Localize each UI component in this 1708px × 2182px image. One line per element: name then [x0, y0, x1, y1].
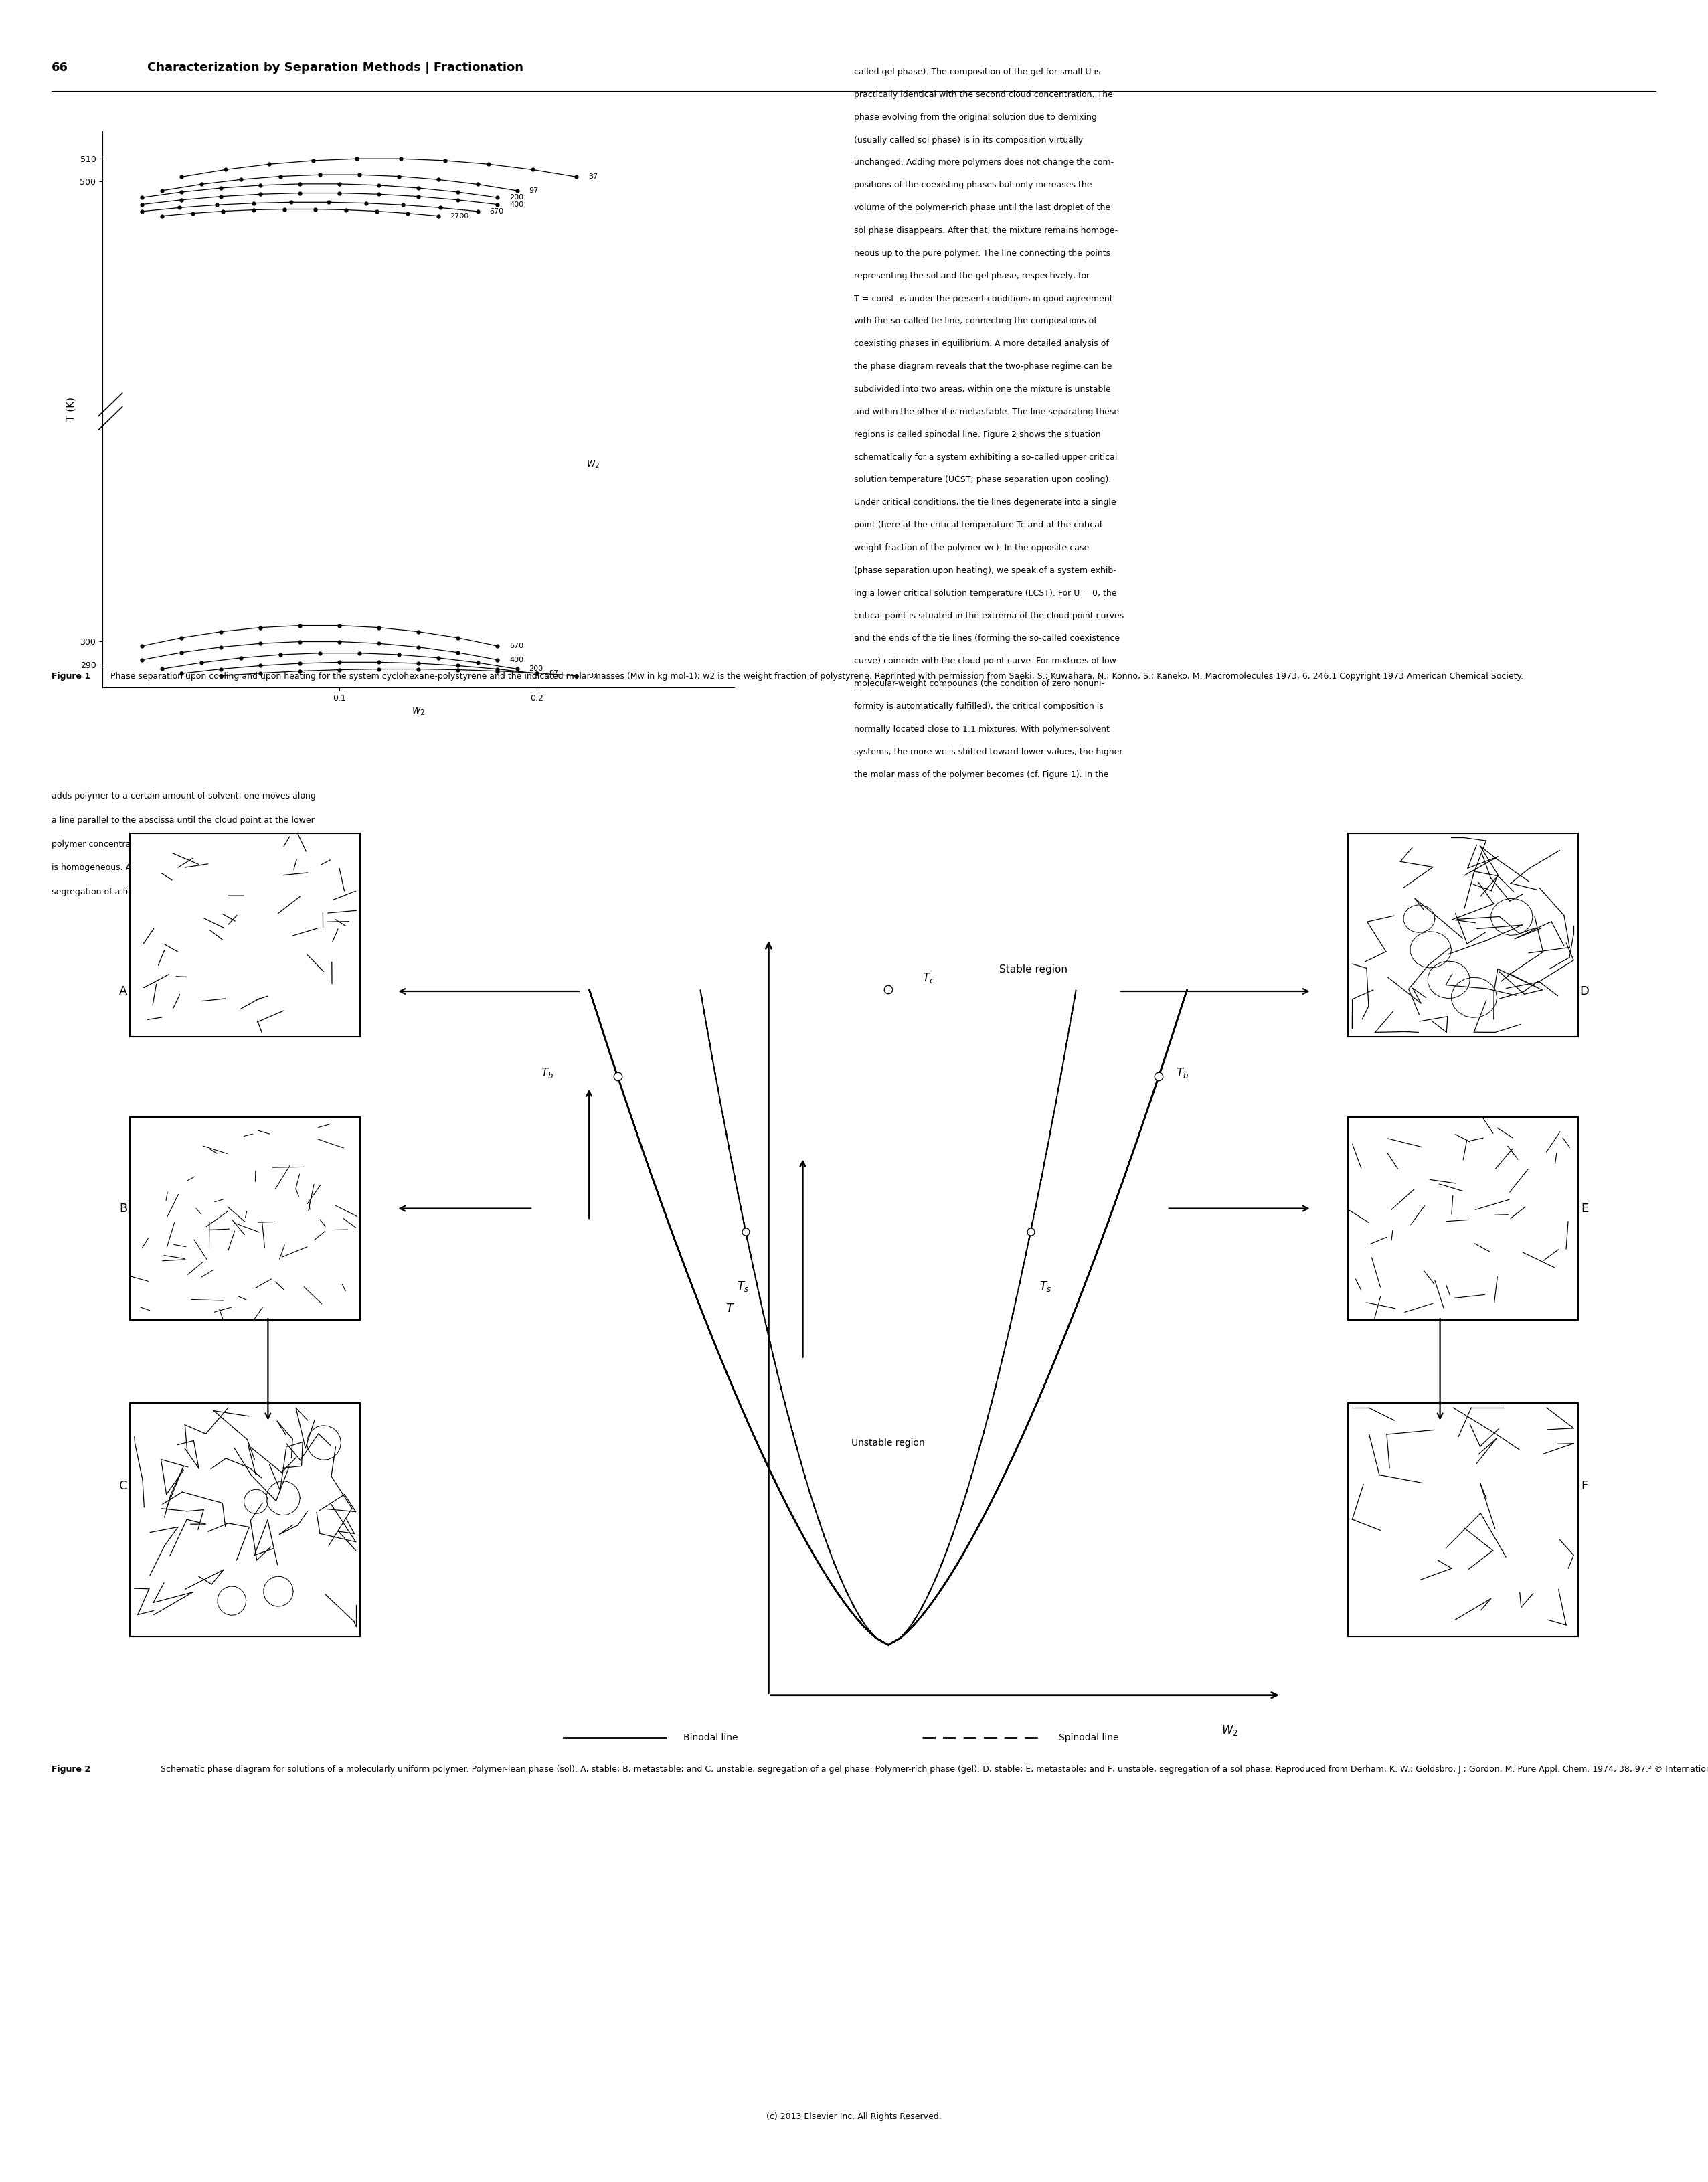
Text: the molar mass of the polymer becomes (cf. Figure 1). In the: the molar mass of the polymer becomes (c…: [854, 770, 1108, 779]
Text: with the so-called tie line, connecting the compositions of: with the so-called tie line, connecting …: [854, 316, 1097, 325]
Text: (usually called sol phase) is in its composition virtually: (usually called sol phase) is in its com…: [854, 135, 1083, 144]
Text: Spinodal line: Spinodal line: [1059, 1733, 1119, 1741]
Text: representing the sol and the gel phase, respectively, for: representing the sol and the gel phase, …: [854, 271, 1090, 279]
Text: volume of the polymer-rich phase until the last droplet of the: volume of the polymer-rich phase until t…: [854, 203, 1110, 212]
Text: ing a lower critical solution temperature (LCST). For U = 0, the: ing a lower critical solution temperatur…: [854, 589, 1117, 598]
Text: $w_2$: $w_2$: [586, 458, 600, 469]
Text: segregation of a first droplet of a polymer-rich phase (usually: segregation of a first droplet of a poly…: [51, 888, 309, 897]
Text: Schematic phase diagram for solutions of a molecularly uniform polymer. Polymer-: Schematic phase diagram for solutions of…: [155, 1765, 1708, 1774]
Text: $T$: $T$: [726, 1303, 734, 1316]
Text: (phase separation upon heating), we speak of a system exhib-: (phase separation upon heating), we spea…: [854, 565, 1117, 574]
Text: C: C: [120, 1479, 128, 1492]
Text: 200: 200: [509, 194, 523, 201]
Text: $W_2$: $W_2$: [1221, 1724, 1238, 1737]
Text: T = const. is under the present conditions in good agreement: T = const. is under the present conditio…: [854, 295, 1112, 303]
Text: phase evolving from the original solution due to demixing: phase evolving from the original solutio…: [854, 113, 1097, 122]
Text: 400: 400: [509, 201, 523, 207]
Text: (c) 2013 Elsevier Inc. All Rights Reserved.: (c) 2013 Elsevier Inc. All Rights Reserv…: [767, 2112, 941, 2121]
Text: Unstable region: Unstable region: [851, 1438, 926, 1449]
Text: practically identical with the second cloud concentration. The: practically identical with the second cl…: [854, 89, 1114, 98]
Text: normally located close to 1:1 mixtures. With polymer-solvent: normally located close to 1:1 mixtures. …: [854, 724, 1110, 733]
Text: schematically for a system exhibiting a so-called upper critical: schematically for a system exhibiting a …: [854, 454, 1117, 463]
Text: point (here at the critical temperature Tc and at the critical: point (here at the critical temperature …: [854, 521, 1102, 530]
Text: regions is called spinodal line. Figure 2 shows the situation: regions is called spinodal line. Figure …: [854, 430, 1100, 439]
Text: F: F: [1582, 1479, 1588, 1492]
Text: unchanged. Adding more polymers does not change the com-: unchanged. Adding more polymers does not…: [854, 159, 1114, 168]
Text: $T_c$: $T_c$: [922, 971, 934, 984]
Text: Characterization by Separation Methods | Fractionation: Characterization by Separation Methods |…: [147, 61, 524, 74]
Text: systems, the more wc is shifted toward lower values, the higher: systems, the more wc is shifted toward l…: [854, 748, 1122, 757]
Text: 400: 400: [509, 657, 523, 663]
Text: 37: 37: [588, 175, 598, 181]
Text: sol phase disappears. After that, the mixture remains homoge-: sol phase disappears. After that, the mi…: [854, 227, 1117, 236]
Text: Figure 1: Figure 1: [51, 672, 91, 681]
Y-axis label: T (K): T (K): [67, 397, 77, 421]
Text: A: A: [120, 986, 128, 997]
Text: and within the other it is metastable. The line separating these: and within the other it is metastable. T…: [854, 408, 1119, 417]
Text: $T_b$: $T_b$: [1175, 1067, 1189, 1080]
Text: and the ends of the tie lines (forming the so-called coexistence: and the ends of the tie lines (forming t…: [854, 635, 1120, 644]
Text: coexisting phases in equilibrium. A more detailed analysis of: coexisting phases in equilibrium. A more…: [854, 340, 1108, 349]
Text: Binodal line: Binodal line: [683, 1733, 738, 1741]
Text: the phase diagram reveals that the two-phase regime can be: the phase diagram reveals that the two-p…: [854, 362, 1112, 371]
Text: 670: 670: [509, 642, 523, 650]
Text: 97: 97: [529, 188, 538, 194]
Text: subdivided into two areas, within one the mixture is unstable: subdivided into two areas, within one th…: [854, 384, 1110, 393]
Text: called gel phase). The composition of the gel for small U is: called gel phase). The composition of th…: [854, 68, 1100, 76]
Text: critical point is situated in the extrema of the cloud point curves: critical point is situated in the extrem…: [854, 611, 1124, 620]
Text: formity is automatically fulfilled), the critical composition is: formity is automatically fulfilled), the…: [854, 703, 1103, 711]
Text: positions of the coexisting phases but only increases the: positions of the coexisting phases but o…: [854, 181, 1091, 190]
Text: D: D: [1580, 986, 1588, 997]
Text: a line parallel to the abscissa until the cloud point at the lower: a line parallel to the abscissa until th…: [51, 816, 314, 825]
Text: Stable region: Stable region: [999, 964, 1068, 975]
Text: B: B: [120, 1202, 128, 1215]
Text: 66: 66: [51, 61, 68, 74]
Text: adds polymer to a certain amount of solvent, one moves along: adds polymer to a certain amount of solv…: [51, 792, 316, 801]
Text: $T_s$: $T_s$: [738, 1281, 750, 1294]
Text: $T_s$: $T_s$: [1038, 1281, 1050, 1294]
Text: solution temperature (UCST; phase separation upon cooling).: solution temperature (UCST; phase separa…: [854, 476, 1112, 484]
Text: is homogeneous. Addition of a pure polymer leads to the: is homogeneous. Addition of a pure polym…: [51, 864, 290, 873]
Text: E: E: [1580, 1202, 1588, 1215]
Text: Phase separation upon cooling and upon heating for the system cyclohexane-polyst: Phase separation upon cooling and upon h…: [106, 672, 1524, 681]
Text: molecular-weight compounds (the condition of zero nonuni-: molecular-weight compounds (the conditio…: [854, 679, 1105, 687]
Text: curve) coincide with the cloud point curve. For mixtures of low-: curve) coincide with the cloud point cur…: [854, 657, 1119, 666]
Text: Figure 2: Figure 2: [51, 1765, 91, 1774]
Text: 200: 200: [529, 666, 543, 672]
X-axis label: $w_2$: $w_2$: [412, 707, 425, 716]
Text: $T_b$: $T_b$: [541, 1067, 553, 1080]
Text: weight fraction of the polymer wc). In the opposite case: weight fraction of the polymer wc). In t…: [854, 543, 1090, 552]
Text: Under critical conditions, the tie lines degenerate into a single: Under critical conditions, the tie lines…: [854, 497, 1115, 506]
Text: 2700: 2700: [451, 212, 470, 220]
Text: 37: 37: [588, 672, 598, 679]
Text: 97: 97: [548, 670, 559, 676]
Text: neous up to the pure polymer. The line connecting the points: neous up to the pure polymer. The line c…: [854, 249, 1110, 257]
Text: polymer concentration is reached. Up to that point, the mixture: polymer concentration is reached. Up to …: [51, 840, 318, 849]
Text: 670: 670: [490, 207, 504, 214]
